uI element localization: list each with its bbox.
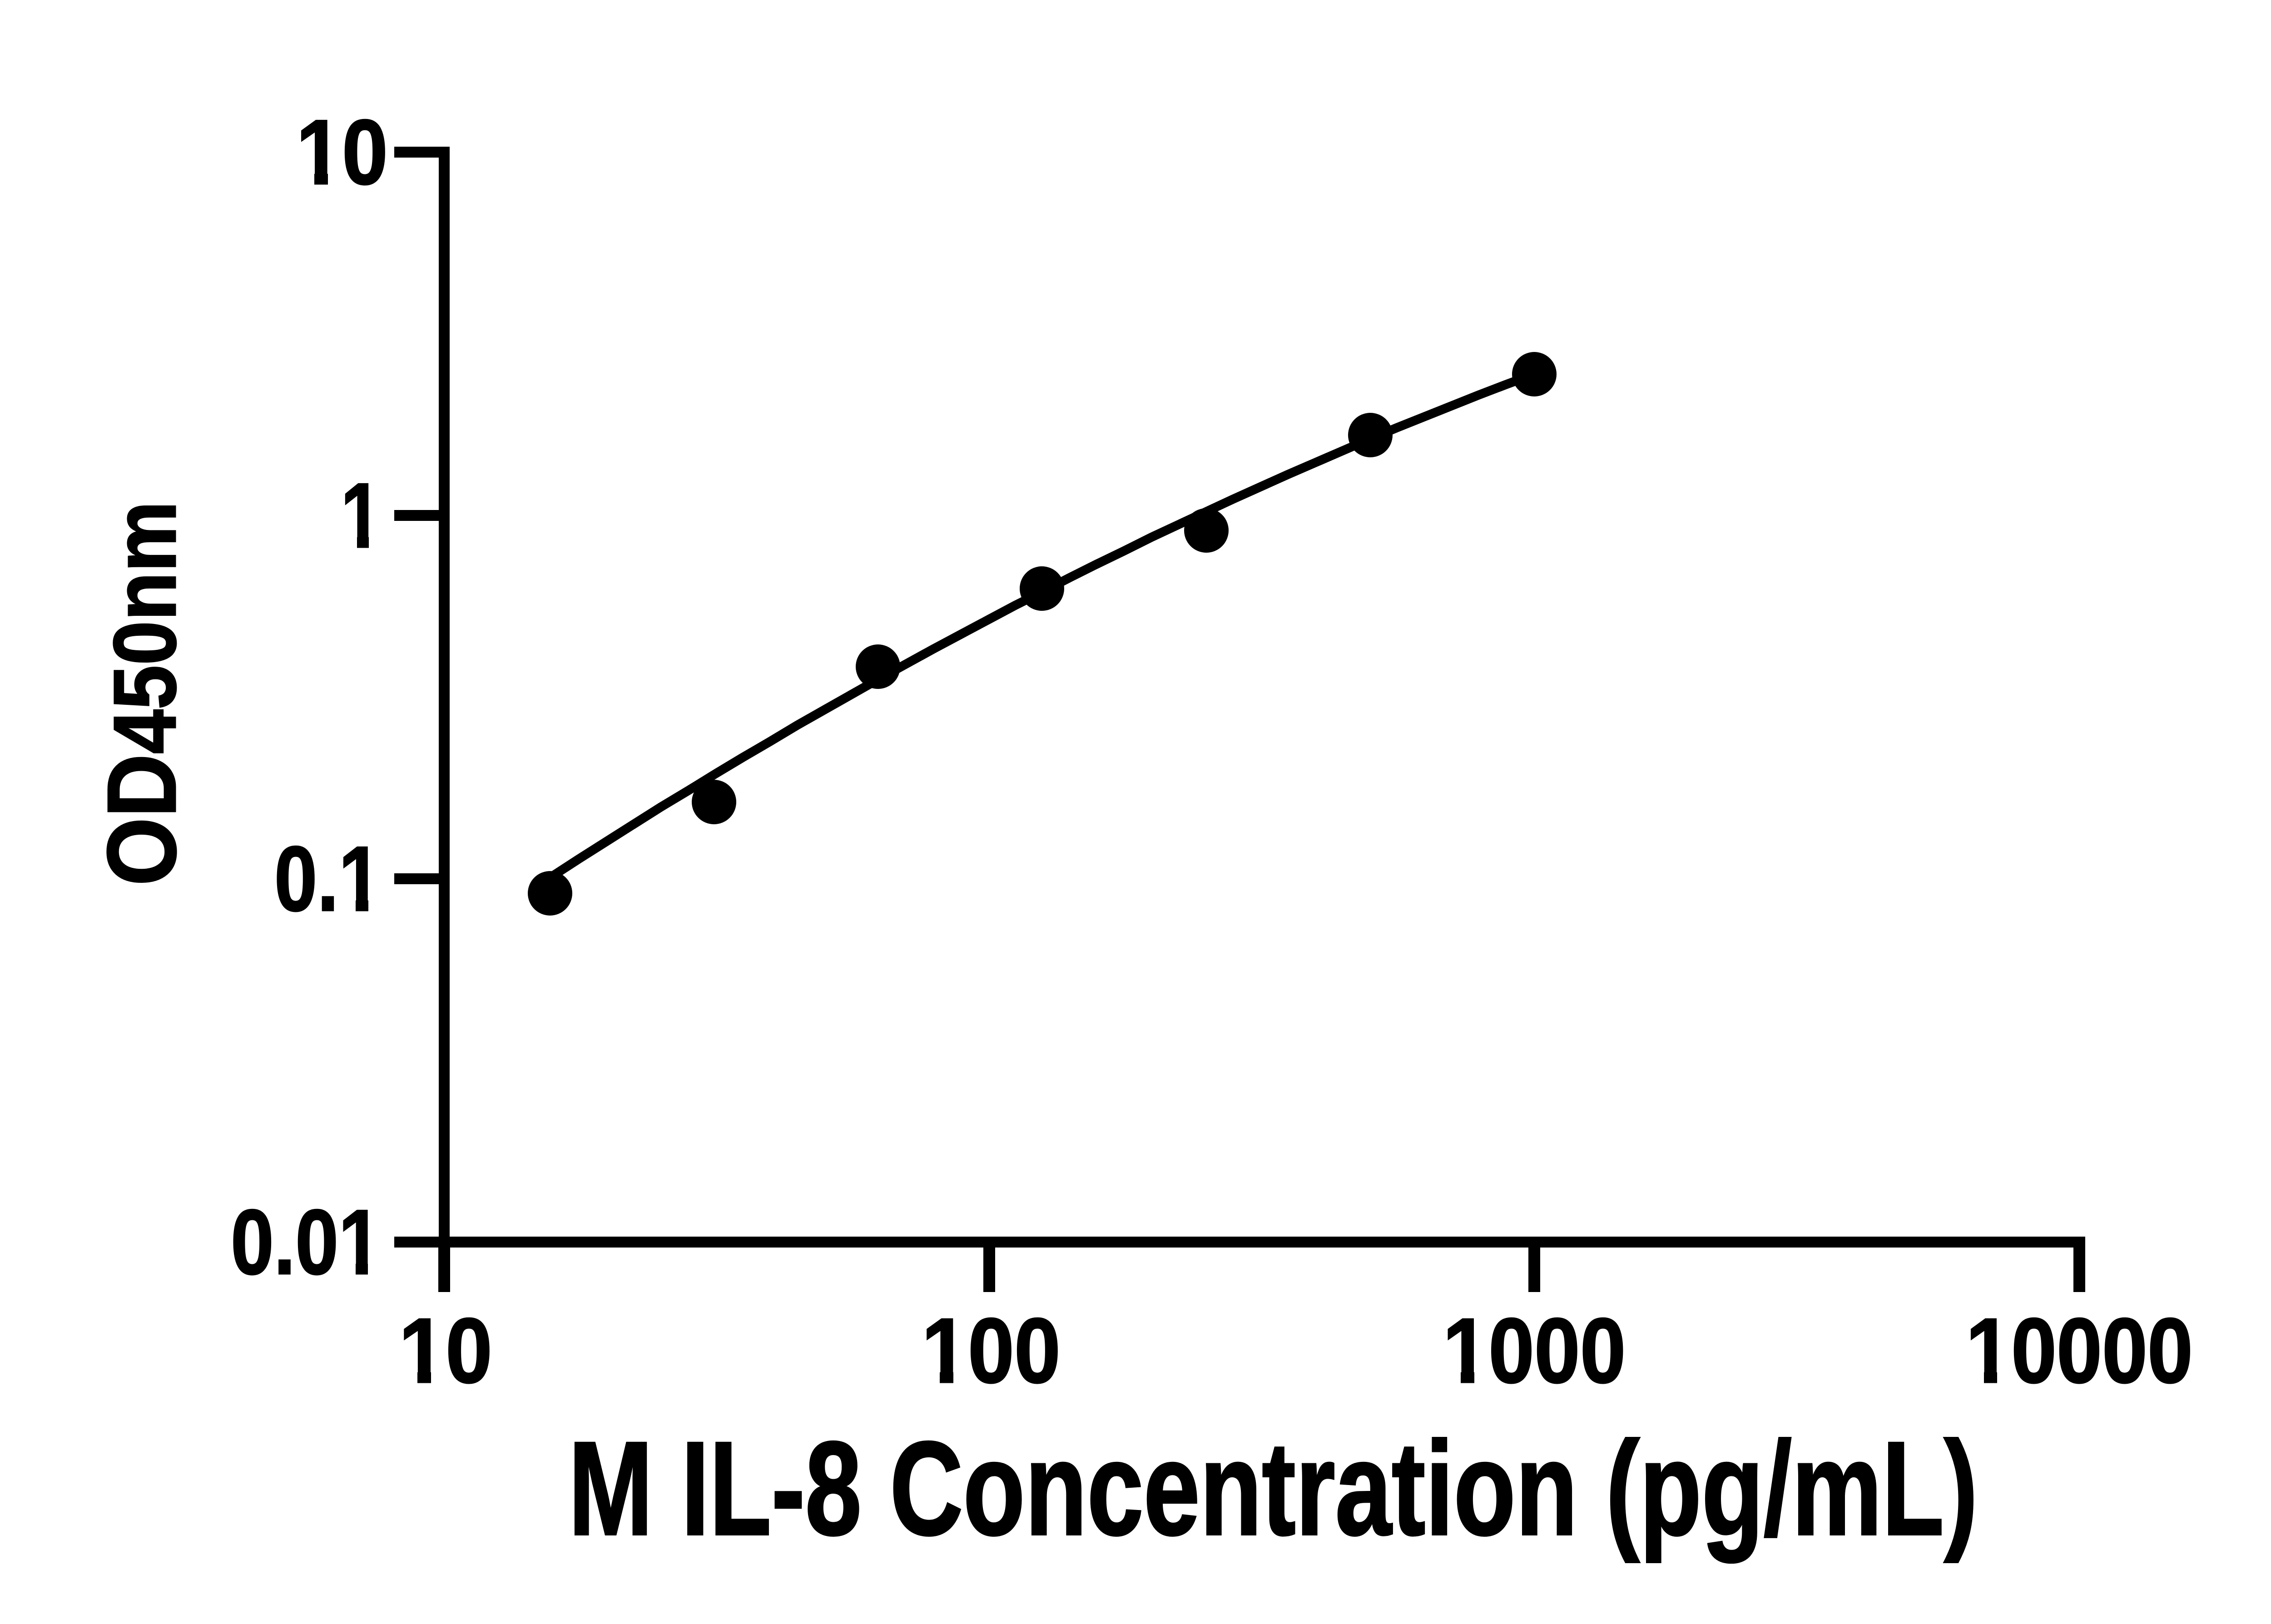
svg-text:OD450nm: OD450nm bbox=[88, 501, 197, 886]
svg-text:10000: 10000 bbox=[1966, 1299, 2193, 1402]
svg-text:1000: 1000 bbox=[1443, 1299, 1626, 1402]
svg-text:10: 10 bbox=[296, 101, 388, 204]
svg-text:1: 1 bbox=[341, 464, 382, 567]
svg-text:0.01: 0.01 bbox=[231, 1191, 382, 1294]
svg-text:10: 10 bbox=[399, 1299, 492, 1402]
svg-text:100: 100 bbox=[922, 1299, 1061, 1402]
svg-text:0.1: 0.1 bbox=[274, 827, 382, 931]
svg-text:M IL-8 Concentration (pg/mL): M IL-8 Concentration (pg/mL) bbox=[569, 1414, 1978, 1564]
